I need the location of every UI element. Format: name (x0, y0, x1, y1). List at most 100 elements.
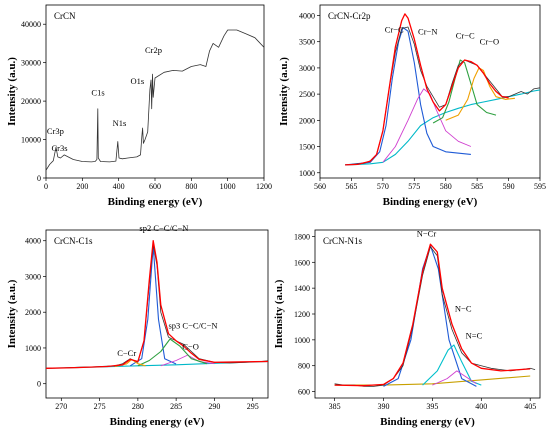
y-axis-label: Intensity (a.u.) (273, 279, 285, 348)
peak-annotation: O1s (130, 76, 144, 86)
x-tick-label: 570 (377, 182, 389, 191)
y-tick-label: 1800 (294, 232, 310, 241)
series-line-magenta (382, 88, 472, 163)
x-tick-label: 1000 (220, 182, 236, 191)
peak-annotation: Cr3p (47, 126, 64, 136)
y-tick-label: 4000 (299, 11, 315, 20)
y-axis-label: Intensity (a.u.) (6, 279, 18, 348)
x-axis-label: Binding energy (eV) (110, 416, 205, 428)
y-tick-label: 1000 (25, 344, 41, 353)
x-tick-label: 385 (329, 402, 341, 411)
plot-frame (319, 4, 541, 179)
y-tick-label: 20000 (21, 97, 41, 106)
x-tick-label: 290 (208, 402, 220, 411)
panel-title: CrCN (54, 11, 76, 21)
peak-annotation: Cr−C (456, 31, 475, 41)
peak-annotation: N−C (455, 303, 472, 313)
panel-n1s: 385 390 395 400 405 600 800 1000 1200 1400 1600 180… (273, 228, 541, 428)
peak-annotation: sp2 C−C/C−N (139, 223, 188, 233)
x-tick-label: 595 (534, 182, 546, 191)
x-tick-label: 575 (408, 182, 420, 191)
series-line-raw (46, 29, 264, 171)
peak-annotation: sp3 C−C/C−N (168, 320, 217, 330)
x-tick-label: 285 (170, 402, 182, 411)
peak-annotation: Cr3s (51, 143, 67, 153)
x-tick-label: 275 (94, 402, 106, 411)
y-tick-label: 10000 (21, 136, 41, 145)
x-tick-label: 600 (149, 182, 161, 191)
y-tick-label: 1200 (294, 310, 310, 319)
x-tick-label: 270 (55, 402, 67, 411)
x-tick-label: 400 (475, 402, 487, 411)
series-line-blue (345, 26, 471, 166)
x-tick-label: 400 (113, 182, 125, 191)
y-tick-label: 30000 (21, 59, 41, 68)
y-tick-label: 2000 (25, 308, 41, 317)
series-line-fit (345, 13, 509, 166)
y-tick-label: 2500 (299, 90, 315, 99)
peak-annotation: Cr−O (480, 36, 499, 46)
x-axis-label: Binding energy (eV) (108, 196, 203, 208)
x-tick-label: 800 (185, 182, 197, 191)
peak-annotation: C1s (91, 87, 104, 97)
peak-annotation: Cr2p (145, 45, 162, 55)
x-tick-label: 395 (426, 402, 438, 411)
series-line-blue (383, 244, 477, 387)
y-tick-label: 3000 (299, 64, 315, 73)
x-tick-label: 585 (471, 182, 483, 191)
y-tick-label: 3500 (299, 38, 315, 47)
x-axis-label: Binding energy (eV) (380, 416, 475, 428)
x-tick-label: 280 (132, 402, 144, 411)
y-tick-label: 40000 (21, 20, 41, 29)
x-tick-label: 405 (524, 402, 536, 411)
y-tick-label: 0 (37, 380, 41, 389)
series-line-fit (46, 240, 268, 369)
x-tick-label: 200 (76, 182, 88, 191)
y-tick-label: 0 (37, 174, 41, 183)
y-tick-label: 4000 (25, 237, 41, 246)
panel-c1s: 270 275 280 285 290 295 0 1000 2000 3000 4000 Bindi… (6, 223, 269, 428)
x-tick-label: 0 (44, 182, 48, 191)
panel-title: CrCN-Cr2p (328, 11, 371, 21)
peak-annotation: C−O (182, 342, 199, 352)
peak-annotation: Cr−N (418, 26, 437, 36)
x-tick-label: 565 (345, 182, 357, 191)
series-line-orange (445, 67, 515, 121)
series-line-fit (334, 243, 531, 387)
x-tick-label: 1200 (256, 182, 272, 191)
y-tick-label: 1500 (299, 143, 315, 152)
series-line-baseline_n (334, 375, 531, 386)
x-tick-label: 560 (314, 182, 326, 191)
series-line-magenta (432, 370, 477, 386)
peak-annotation: Cr−C (385, 24, 404, 34)
series-line-raw (345, 26, 540, 166)
y-tick-label: 2000 (299, 116, 315, 125)
y-tick-label: 1000 (299, 169, 315, 178)
y-axis-label: Intensity (a.u.) (278, 57, 290, 126)
y-tick-label: 3000 (25, 272, 41, 281)
x-tick-label: 295 (247, 402, 259, 411)
y-tick-label: 1400 (294, 284, 310, 293)
panel-title: CrCN-C1s (54, 236, 93, 246)
panel-survey: 0 200 400 600 800 1000 1200 0 10000 20000 30000 400… (6, 4, 272, 208)
x-tick-label: 580 (440, 182, 452, 191)
peak-annotation: N=C (466, 331, 483, 341)
series-line-raw (334, 246, 536, 387)
panel-cr2p: 560 565 570 575 580 585 590 595 1000 1500 2000 2500… (278, 4, 546, 208)
y-tick-label: 800 (298, 362, 310, 371)
peak-annotation: N−Cr (417, 228, 437, 238)
y-axis-label: Intensity (a.u.) (6, 57, 18, 126)
x-tick-label: 590 (503, 182, 515, 191)
peak-annotation: N1s (113, 118, 127, 128)
x-tick-label: 390 (377, 402, 389, 411)
series-line-teal (422, 344, 482, 386)
panel-title: CrCN-N1s (323, 236, 362, 246)
series-line-green (137, 338, 207, 367)
peak-annotation: C−Cr (117, 348, 136, 358)
y-tick-label: 600 (298, 388, 310, 397)
series-line-blue (129, 245, 177, 367)
x-axis-label: Binding energy (eV) (383, 196, 478, 208)
plot-frame (45, 4, 265, 179)
series-line-baseline (345, 89, 540, 166)
